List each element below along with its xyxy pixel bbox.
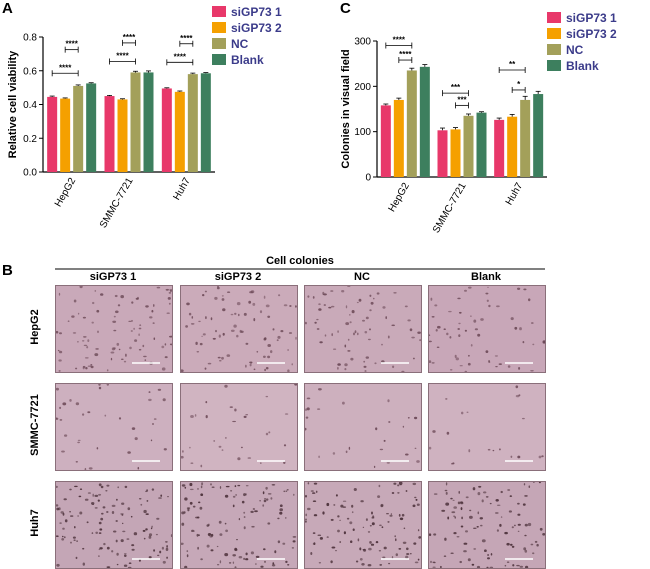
significance-label: *	[517, 80, 521, 89]
y-tick-label: 0	[365, 173, 371, 184]
micrograph-tile	[180, 383, 298, 471]
legend-swatch	[547, 12, 561, 23]
significance-label: ****	[393, 36, 406, 45]
legend-label: siGP73 1	[231, 5, 282, 19]
bar	[187, 74, 198, 172]
y-tick-label: 200	[354, 82, 371, 93]
bar	[494, 119, 505, 177]
bar	[117, 99, 128, 172]
chart-a-cell-viability: 0.0 0.2 0.4 0.6 0.8 Relative cell viability He…	[7, 5, 282, 230]
significance-label: ****	[59, 63, 72, 72]
micrograph-tile	[304, 285, 422, 373]
bar	[161, 88, 172, 172]
cell-colonies-title: Cell colonies	[266, 255, 334, 267]
legend-swatch	[212, 38, 226, 49]
bar	[380, 105, 391, 177]
bar	[200, 73, 211, 172]
x-tick-label: SMMC-7721	[431, 181, 469, 235]
legend-label: Blank	[566, 59, 599, 73]
legend-swatch	[547, 44, 561, 55]
panel-letter-a: A	[2, 0, 13, 17]
bar	[143, 72, 154, 172]
significance-label: ****	[123, 33, 136, 42]
significance-label: ***	[451, 83, 461, 92]
micrograph-tile	[304, 383, 422, 471]
y-tick-label: 0.4	[23, 100, 37, 111]
column-label: NC	[354, 271, 370, 283]
bar	[406, 70, 417, 177]
significance-label: ***	[457, 95, 467, 104]
bar	[174, 91, 185, 172]
bar	[463, 115, 474, 177]
micrograph-tile	[55, 383, 173, 471]
legend-label: siGP73 1	[566, 11, 617, 25]
x-tick-label: HepG2	[387, 181, 413, 214]
column-label: Blank	[471, 271, 501, 283]
bar	[73, 85, 84, 172]
bar	[450, 129, 461, 177]
y-axis-label: Relative cell viability	[7, 50, 19, 158]
column-label: siGP73 2	[214, 271, 262, 283]
x-tick-label: Huh7	[504, 181, 526, 208]
panel-letter-b: B	[2, 262, 13, 279]
y-axis-label: Colonies in visual field	[340, 49, 352, 168]
micrograph-tile	[428, 481, 546, 569]
bar	[60, 98, 71, 172]
legend-swatch	[212, 54, 226, 65]
y-tick-label: 0.2	[23, 134, 37, 145]
legend-label: siGP73 2	[566, 27, 617, 41]
micrograph-tile	[180, 481, 298, 569]
x-tick-label: Huh7	[171, 176, 193, 203]
legend-label: siGP73 2	[231, 21, 282, 35]
y-tick-label: 100	[354, 127, 371, 138]
bar	[507, 116, 518, 177]
x-tick-label: SMMC-7721	[98, 176, 136, 230]
bar	[533, 94, 544, 177]
row-label: HepG2	[29, 309, 41, 345]
legend-label: Blank	[231, 53, 264, 67]
legend-label: NC	[231, 37, 249, 51]
bar	[104, 96, 115, 172]
micrograph-tile	[428, 285, 546, 373]
significance-label: **	[509, 60, 516, 69]
significance-label: ****	[399, 50, 412, 59]
bar	[86, 83, 97, 172]
significance-label: ****	[174, 52, 187, 61]
micrograph-tile	[180, 285, 298, 373]
legend-swatch	[212, 6, 226, 17]
bar	[393, 99, 404, 177]
legend-label: NC	[566, 43, 584, 57]
y-tick-label: 300	[354, 37, 371, 48]
y-tick-label: 0.6	[23, 66, 37, 77]
legend-swatch	[212, 22, 226, 33]
row-label: Huh7	[29, 509, 41, 537]
micrograph-tile	[304, 481, 422, 569]
significance-label: ****	[116, 51, 129, 60]
panel-letter-c: C	[340, 0, 351, 17]
bar	[437, 130, 448, 177]
significance-label: ****	[180, 34, 193, 43]
legend-swatch	[547, 60, 561, 71]
significance-label: ****	[65, 40, 78, 49]
bar	[520, 99, 531, 177]
bar	[476, 112, 487, 177]
y-tick-label: 0.0	[23, 168, 37, 179]
y-tick-label: 0.8	[23, 33, 37, 44]
bar	[130, 72, 141, 172]
micrograph-tile	[428, 383, 546, 471]
column-label: siGP73 1	[89, 271, 137, 283]
row-label: SMMC-7721	[29, 394, 41, 456]
x-tick-label: HepG2	[53, 176, 79, 209]
micrograph-tile	[55, 285, 173, 373]
cell-colonies-underline	[55, 268, 545, 270]
bar	[419, 66, 430, 177]
bar	[47, 96, 58, 172]
legend-swatch	[547, 28, 561, 39]
micrograph-tile	[55, 481, 173, 569]
